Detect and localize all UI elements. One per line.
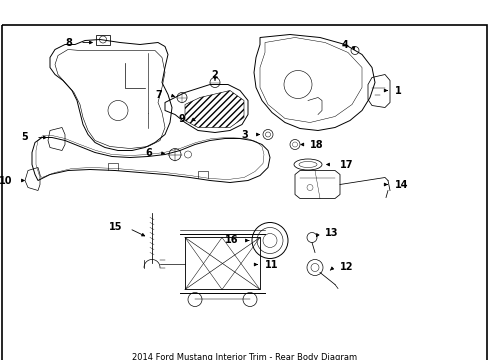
Text: 17: 17 — [339, 159, 353, 170]
Text: 16: 16 — [224, 235, 238, 246]
Text: 5: 5 — [21, 132, 28, 143]
Text: 12: 12 — [339, 262, 353, 273]
Text: 3: 3 — [241, 130, 247, 139]
Text: 18: 18 — [309, 139, 323, 149]
Text: 10: 10 — [0, 175, 12, 185]
Text: 7: 7 — [155, 90, 162, 99]
Text: 1: 1 — [394, 85, 401, 95]
Text: 15: 15 — [108, 222, 122, 233]
Polygon shape — [184, 90, 244, 127]
Text: 2: 2 — [211, 69, 218, 80]
Text: 9: 9 — [178, 113, 184, 123]
Text: 2014 Ford Mustang Interior Trim - Rear Body Diagram: 2014 Ford Mustang Interior Trim - Rear B… — [132, 353, 356, 360]
Text: 8: 8 — [65, 37, 72, 48]
Text: 13: 13 — [325, 228, 338, 238]
Text: 4: 4 — [341, 40, 347, 50]
Text: 6: 6 — [145, 148, 152, 158]
Text: 11: 11 — [264, 260, 278, 270]
Text: 14: 14 — [394, 180, 407, 189]
